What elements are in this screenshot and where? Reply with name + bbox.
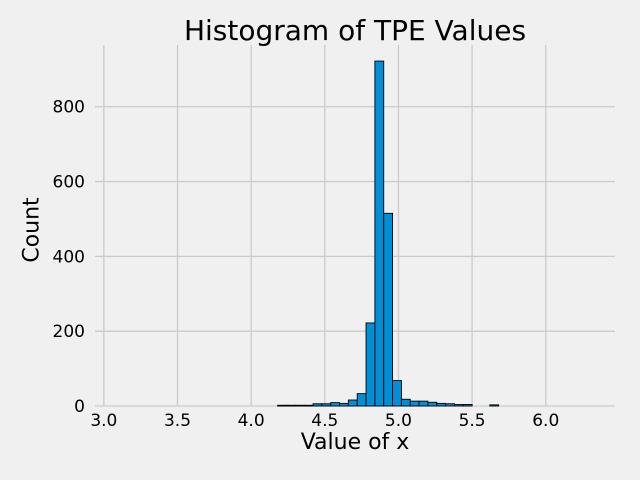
x-tick-label: 5.0 bbox=[385, 411, 412, 431]
x-tick-label: 3.0 bbox=[90, 411, 117, 431]
histogram-bars bbox=[277, 60, 500, 407]
histogram-bar bbox=[445, 403, 455, 407]
histogram-bar bbox=[453, 404, 464, 407]
y-tick-label: 800 bbox=[53, 98, 85, 118]
histogram-bar bbox=[339, 402, 349, 407]
y-tick-label: 0 bbox=[74, 397, 85, 417]
histogram-bar bbox=[462, 404, 473, 407]
histogram-bar bbox=[277, 404, 287, 407]
histogram-bar bbox=[374, 60, 385, 407]
histogram-bar bbox=[303, 404, 314, 407]
x-tick-label: 6.0 bbox=[532, 411, 559, 431]
chart-title: Histogram of TPE Values bbox=[183, 14, 527, 47]
histogram-bar bbox=[383, 212, 394, 407]
histogram-bar bbox=[330, 402, 340, 407]
y-tick-labels: 0 200 400 600 800 bbox=[53, 98, 85, 417]
gridlines bbox=[95, 45, 615, 407]
y-tick-label: 400 bbox=[53, 247, 85, 267]
histogram-bar bbox=[418, 400, 429, 407]
histogram-bar bbox=[392, 380, 402, 407]
x-axis-label: Value of x bbox=[300, 430, 410, 455]
y-tick-label: 600 bbox=[53, 173, 85, 193]
x-tick-label: 5.5 bbox=[459, 411, 486, 431]
histogram-bar bbox=[356, 393, 367, 407]
histogram-bar bbox=[436, 402, 447, 407]
y-axis-label: Count bbox=[19, 197, 45, 263]
x-tick-labels: 3.0 3.5 4.0 4.5 5.0 5.5 6.0 bbox=[90, 411, 559, 431]
histogram-bar bbox=[321, 403, 332, 407]
histogram-bar bbox=[400, 398, 411, 407]
histogram-bar bbox=[409, 400, 420, 407]
x-tick-label: 4.5 bbox=[311, 411, 338, 431]
histogram-bar bbox=[489, 404, 500, 407]
histogram-bar bbox=[365, 322, 376, 407]
y-tick-label: 200 bbox=[53, 322, 85, 342]
x-tick-label: 4.0 bbox=[238, 411, 265, 431]
x-tick-label: 3.5 bbox=[164, 411, 191, 431]
histogram-bar bbox=[294, 404, 305, 407]
histogram-bar bbox=[286, 404, 296, 407]
histogram-bar bbox=[347, 399, 358, 407]
histogram-bar bbox=[427, 401, 438, 407]
histogram-bar bbox=[312, 403, 323, 407]
